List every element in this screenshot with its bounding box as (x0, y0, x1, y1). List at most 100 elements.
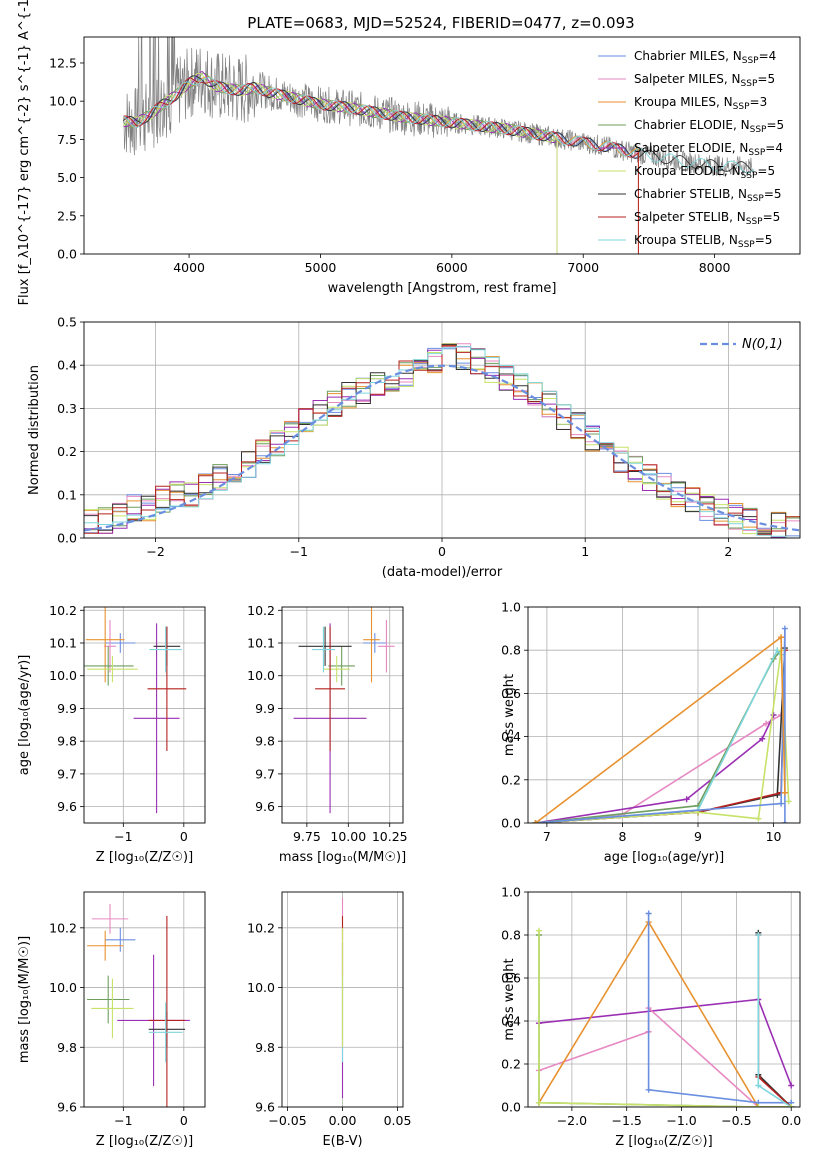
model-curve (123, 75, 639, 254)
weight-marker (683, 796, 690, 803)
y-tick-label: 1.0 (501, 600, 521, 615)
legend-label: Kroupa ELODIE, NSSP=5 (634, 164, 775, 181)
y-tick-label: 9.6 (57, 799, 77, 814)
y-tick-label: 10.0 (49, 94, 77, 109)
y-tick-label: 10.2 (49, 603, 77, 618)
legend-label: Chabrier STELIB, NSSP=5 (634, 187, 782, 204)
legend-subscript: SSP (748, 148, 765, 158)
x-tick-label: 10 (766, 829, 782, 844)
plot-area (84, 343, 800, 538)
axes-frame (527, 891, 801, 1108)
y-tick-label: 5.0 (57, 170, 77, 185)
y-tick-label: 0.4 (57, 358, 77, 373)
x-tick-label: −2.0 (557, 1113, 587, 1128)
weight-marker (778, 800, 785, 807)
y-tick-label: 7.5 (57, 132, 77, 147)
weight-line (647, 913, 792, 1107)
x-axis-label: wavelength [Angstrom, rest frame] (328, 281, 557, 296)
legend-label: Chabrier MILES, NSSP=4 (634, 49, 776, 66)
legend-value: =5 (757, 164, 775, 178)
y-axis-label: mass weight (502, 958, 517, 1040)
y-tick-label: 10.2 (49, 920, 77, 935)
x-tick-label: −2 (146, 544, 164, 559)
y-tick-label: 10.0 (247, 980, 275, 995)
weight-marker (770, 712, 777, 718)
y-tick-label: 0.8 (501, 928, 521, 943)
legend-label: Kroupa MILES, NSSP=3 (634, 95, 767, 112)
axes-frame (83, 606, 206, 824)
legend-label: Chabrier ELODIE, NSSP=5 (634, 118, 784, 135)
x-tick-label: 10.25 (372, 829, 408, 844)
legend-subscript: SSP (733, 102, 750, 112)
x-tick-label: 1 (581, 544, 589, 559)
y-tick-label: 0.2 (501, 1057, 521, 1072)
weight-marker (755, 815, 762, 822)
y-tick-label: 0.6 (501, 686, 521, 701)
x-tick-label: 9 (694, 829, 702, 844)
weight-line (538, 930, 792, 1107)
x-tick-label: 0 (180, 1113, 188, 1128)
y-tick-label: 0.2 (57, 444, 77, 459)
y-axis-label: mass [log₁₀(M/M☉)] (17, 936, 32, 1063)
x-tick-label: −0.05 (268, 1113, 306, 1128)
y-tick-label: 9.7 (255, 766, 275, 781)
plot-area (293, 607, 395, 814)
legend-subscript: SSP (742, 56, 759, 66)
axes-frame (83, 891, 206, 1108)
weight-marker (781, 625, 788, 632)
x-axis-label: age [log₁₀(age/yr)] (604, 850, 725, 865)
y-axis-label: Flux [f_λ10^{-17} erg cm^{-2} s^{-1} A^{… (17, 0, 32, 305)
legend-label: N(0,1) (742, 337, 783, 352)
weight-marker (755, 1082, 762, 1089)
legend-value: =4 (765, 141, 783, 155)
legend-subscript: SSP (741, 79, 758, 89)
plot-area (532, 625, 792, 823)
y-tick-label: 9.7 (57, 766, 77, 781)
model-curve (123, 75, 755, 174)
y-tick-label: 12.5 (49, 55, 77, 70)
y-tick-label: 0.0 (57, 531, 77, 546)
y-tick-label: 10.0 (49, 668, 77, 683)
weight-marker (763, 720, 769, 727)
y-tick-label: 10.2 (247, 920, 275, 935)
x-tick-label: 2 (724, 544, 732, 559)
weight-marker (535, 927, 542, 934)
y-axis-label: Normed distribution (27, 365, 42, 495)
x-tick-label: 0 (438, 544, 446, 559)
y-tick-label: 0.1 (57, 487, 77, 502)
axes-frame (281, 606, 404, 824)
x-tick-label: −1 (114, 829, 132, 844)
panel-mass-weight-vs-Z: −2.0 −1.5 −1.0 −0.5 0.0 0.0 0.2 0.4 0.6 0.8 1.0 Z [… (501, 885, 801, 1150)
y-tick-label: 0.4 (501, 1014, 521, 1029)
weight-marker (788, 1104, 795, 1107)
legend-value: =5 (763, 210, 781, 224)
plot-area (84, 607, 187, 814)
model-curve (123, 77, 639, 254)
x-tick-label: 7000 (567, 260, 599, 275)
y-tick-label: 0.0 (501, 1100, 521, 1115)
weight-marker (535, 1099, 542, 1106)
y-tick-label: 1.0 (501, 885, 521, 900)
x-tick-label: 0.00 (329, 1113, 357, 1128)
y-tick-label: 0.6 (501, 971, 521, 986)
model-curve (123, 72, 558, 254)
y-axis-label: mass weight (502, 674, 517, 756)
weight-marker (759, 735, 766, 742)
histogram-step (84, 345, 800, 535)
y-tick-label: 9.9 (255, 701, 275, 716)
axes-frame (527, 606, 801, 824)
x-tick-label: 0 (180, 829, 188, 844)
x-tick-label: 8 (618, 829, 626, 844)
legend-subscript: SSP (746, 217, 763, 227)
panel-mass-weight-vs-age: 7 8 9 10 0.0 0.2 0.4 0.6 0.8 1.0 age [log₁₀(age/yr… (501, 600, 801, 865)
data-spectrum (123, 37, 755, 177)
axes-frame (83, 36, 801, 255)
panel-spectrum: 4000 5000 6000 7000 8000 0.0 2.5 5.0 7.5 10.0 12.5… (17, 0, 801, 305)
y-axis-label: age [log₁₀(age/yr)] (17, 655, 32, 776)
weight-marker (755, 932, 762, 938)
y-tick-label: 9.6 (255, 1100, 275, 1115)
weight-marker (788, 1082, 795, 1089)
weight-marker (778, 634, 785, 641)
weight-line (538, 920, 792, 1107)
